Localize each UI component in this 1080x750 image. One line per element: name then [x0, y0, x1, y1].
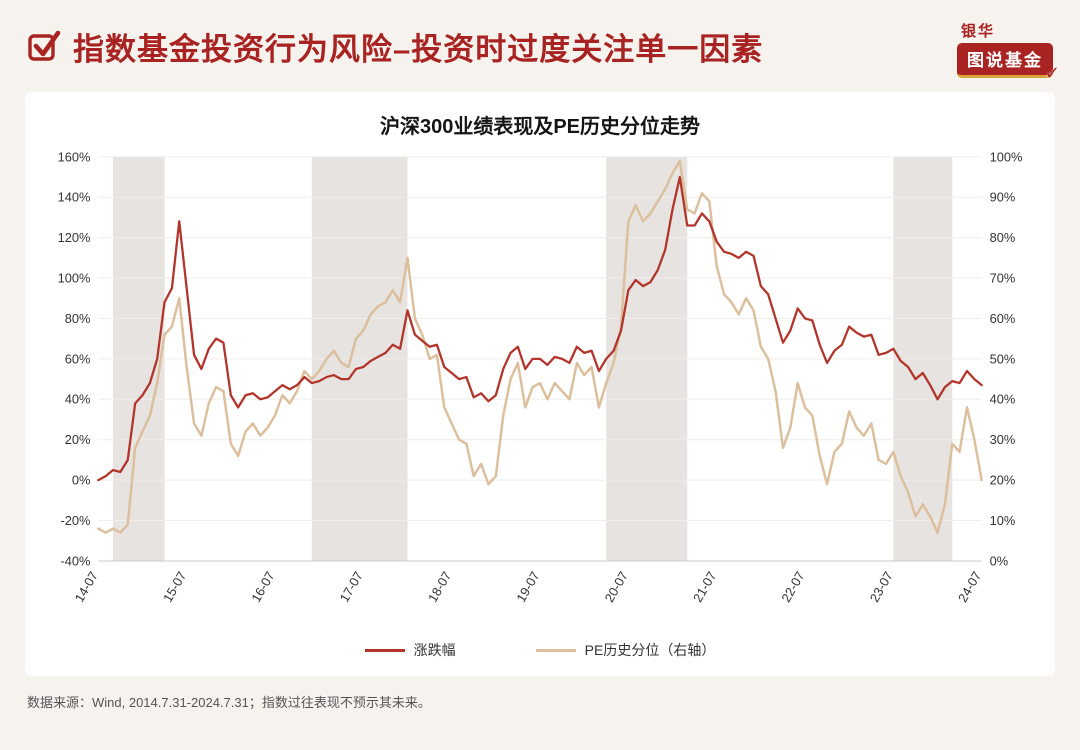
x-axis-tick: 14-07 [72, 569, 101, 605]
right-axis-tick: 20% [990, 473, 1016, 488]
right-axis-tick: 40% [990, 392, 1016, 407]
x-axis-tick: 23-07 [867, 569, 896, 605]
chart-legend: 涨跌幅 PE历史分位（右轴） [41, 640, 1039, 672]
right-axis-tick: 30% [990, 432, 1016, 447]
right-axis-tick: 100% [990, 149, 1023, 164]
brand-name: 银华 [961, 23, 996, 40]
chart-title: 沪深300业绩表现及PE历史分位走势 [379, 116, 701, 138]
source-note: 数据来源：Wind, 2014.7.31-2024.7.31；指数过往表现不预示… [27, 695, 431, 710]
left-axis-tick: 100% [58, 270, 91, 285]
legend-label: PE历史分位（右轴） [584, 642, 716, 658]
x-axis-tick: 24-07 [955, 569, 984, 605]
right-axis-tick: 80% [990, 230, 1016, 245]
left-axis-tick: 120% [58, 230, 91, 245]
left-axis-tick: 20% [65, 432, 91, 447]
right-axis-tick: 70% [990, 270, 1016, 285]
x-axis-tick: 19-07 [513, 569, 542, 605]
left-axis-tick: 160% [58, 149, 91, 164]
legend-swatch [364, 648, 405, 652]
right-axis-tick: 90% [990, 190, 1016, 205]
x-axis-tick: 15-07 [160, 569, 189, 605]
left-axis-tick: 0% [72, 473, 91, 488]
right-axis-tick: 50% [990, 351, 1016, 366]
right-axis-tick: 60% [990, 311, 1016, 326]
brand-badge: 图说基金 ✓ [957, 43, 1060, 83]
legend-item: 涨跌幅 [364, 640, 456, 660]
x-axis-tick: 20-07 [602, 569, 631, 605]
checkbox-icon [27, 26, 61, 67]
left-axis-tick: -40% [60, 553, 90, 568]
legend-item: PE历史分位（右轴） [535, 640, 716, 660]
left-axis-tick: 40% [65, 392, 91, 407]
x-axis-tick: 18-07 [425, 569, 454, 605]
title-row: 指数基金投资行为风险–投资时过度关注单一因素 [27, 24, 763, 69]
series-right [97, 159, 983, 534]
legend-label: 涨跌幅 [413, 642, 456, 658]
left-axis-tick: 60% [65, 351, 91, 366]
series-left [97, 175, 983, 482]
brand-logo: 银华 图说基金 ✓ [957, 20, 1060, 83]
left-axis-tick: 140% [58, 190, 91, 205]
footer: 数据来源：Wind, 2014.7.31-2024.7.31；指数过往表现不预示… [27, 692, 1053, 711]
right-axis-tick: 10% [990, 513, 1016, 528]
left-axis-tick: -20% [60, 513, 90, 528]
x-axis-tick: 22-07 [778, 569, 807, 605]
legend-swatch [535, 648, 576, 652]
right-axis-tick: 0% [990, 553, 1009, 568]
brand-tagline: 图说基金 [967, 51, 1043, 70]
chart-card: 沪深300业绩表现及PE历史分位走势 -40% -20% 0% 20% 40% 60% 80… [25, 92, 1055, 676]
x-axis-tick: 16-07 [248, 569, 277, 605]
x-axis-tick: 17-07 [337, 569, 366, 605]
line-chart: -40% -20% 0% 20% 40% 60% 80% 100% 120% 140% 160% 0%… [58, 149, 1023, 605]
header: 指数基金投资行为风险–投资时过度关注单一因素 银华 图说基金 ✓ [27, 23, 1060, 83]
page-title: 指数基金投资行为风险–投资时过度关注单一因素 [73, 32, 764, 67]
logo-check-icon: ✓ [1044, 63, 1062, 83]
left-axis-tick: 80% [65, 311, 91, 326]
x-axis-tick: 21-07 [690, 569, 719, 605]
